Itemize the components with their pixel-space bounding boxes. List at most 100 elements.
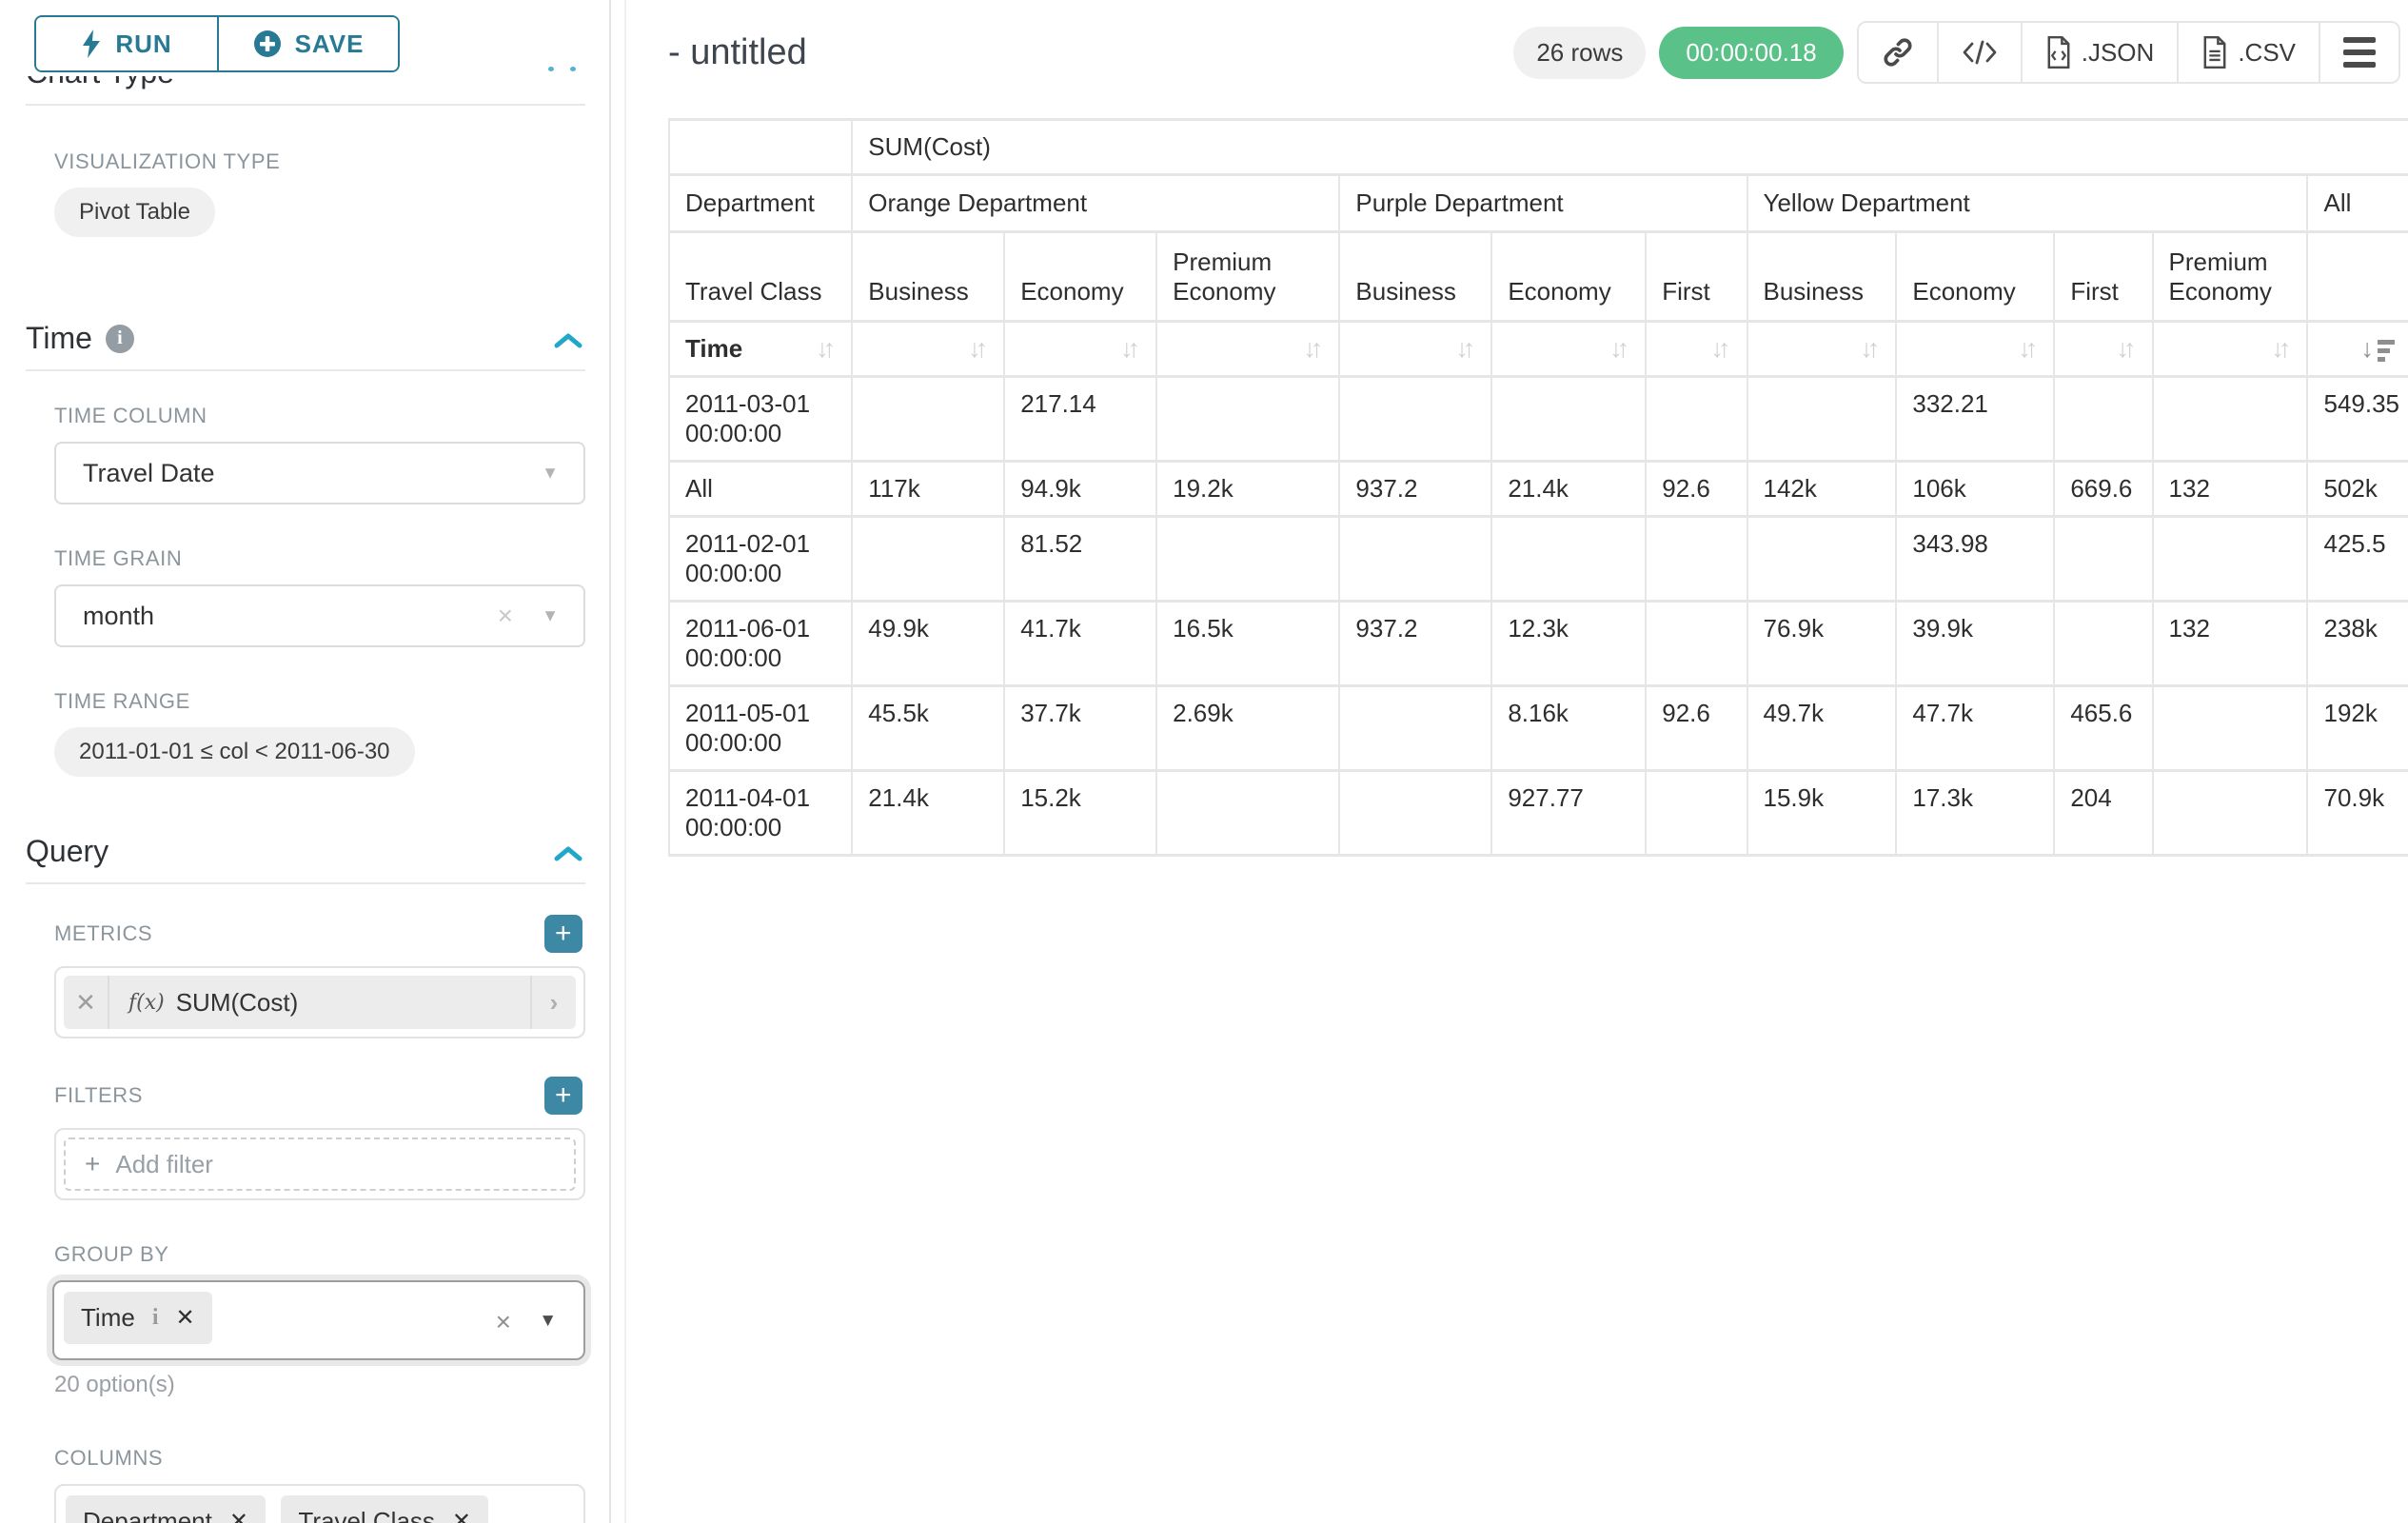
pivot-cell: 332.21 [1895,375,2056,463]
pivot-cell: 132 [2151,460,2309,518]
pivot-cell: 465.6 [2053,684,2154,772]
sort-descending-icon[interactable]: ↓ [2361,336,2395,362]
export-json-button[interactable]: .JSON [2020,23,2178,82]
copy-link-button[interactable] [1858,23,1937,82]
sort-icon[interactable]: ↓↑ [816,334,836,363]
pivot-cell: 37.7k [1003,684,1158,772]
sort-icon[interactable]: ↓↑ [1303,334,1323,363]
sort-icon[interactable]: ↓↑ [1710,334,1731,363]
time-section-header[interactable]: Time i [26,321,609,356]
save-button[interactable]: SAVE [217,17,398,70]
group-by-tag-text: Time [81,1303,135,1332]
column-group-header: Yellow Department [1746,173,2309,233]
column-header: Business [1338,230,1493,323]
visualization-type-pill[interactable]: Pivot Table [54,188,215,237]
plus-icon: + [85,1149,101,1178]
panel-drag-handle[interactable] [548,67,576,71]
metrics-label: METRICS + [54,915,609,953]
sort-icon[interactable]: ↓↑ [1455,334,1475,363]
chevron-right-icon[interactable]: › [530,976,576,1029]
time-column-select[interactable]: Travel Date ▼ [54,442,585,504]
group-by-select[interactable]: Time i ✕ × ▼ [52,1280,585,1360]
time-range-pill[interactable]: 2011-01-01 ≤ col < 2011-06-30 [54,727,415,777]
export-csv-button[interactable]: .CSV [2177,23,2319,82]
add-filter-button[interactable]: + [544,1077,582,1115]
columns-select[interactable]: Department ✕ Travel Class ✕ × ▼ [54,1484,585,1523]
column-header: Economy [1895,230,2056,323]
row-header: All [667,460,854,518]
remove-metric-icon[interactable]: ✕ [64,976,109,1029]
pivot-cell: 117k [851,460,1006,518]
pivot-cell [851,375,1006,463]
columns-tag-travel-class[interactable]: Travel Class ✕ [281,1495,489,1523]
sort-icon[interactable]: ↓↑ [1860,334,1880,363]
pivot-cell: 49.7k [1746,684,1898,772]
save-button-label: SAVE [294,29,365,58]
chevron-up-icon[interactable] [554,834,582,869]
column-group-header: Purple Department [1338,173,1748,233]
add-metric-button[interactable]: + [544,915,582,953]
pivot-cell: 70.9k [2306,769,2408,857]
row-header: 2011-03-01 00:00:00 [667,375,854,463]
sort-icon[interactable]: ↓↑ [2116,334,2137,363]
chart-area: - untitled 26 rows 00:00:00.18 [624,0,2408,1523]
time-grain-select[interactable]: month × ▼ [54,584,585,647]
time-grain-value: month [83,601,155,630]
column-header: Premium Economy [2151,230,2309,323]
pivot-cell [1338,769,1493,857]
plus-circle-icon [253,30,281,57]
remove-tag-icon[interactable]: ✕ [228,1509,248,1523]
department-axis-label: Department [667,173,854,233]
sort-icon[interactable]: ↓↑ [2018,334,2038,363]
time-column-value: Travel Date [83,458,215,487]
column-header: Business [851,230,1006,323]
pivot-cell [1645,600,1748,687]
pivot-cell: 41.7k [1003,600,1158,687]
travel-class-axis-label: Travel Class [667,230,854,323]
file-text-icon [2203,36,2226,69]
pivot-cell: 669.6 [2053,460,2154,518]
clear-icon[interactable]: × [495,1307,511,1336]
run-button-label: RUN [115,29,172,58]
columns-tag-department[interactable]: Department ✕ [66,1495,266,1523]
sort-icon[interactable]: ↓↑ [968,334,988,363]
lightning-icon [83,30,101,58]
chevron-up-icon[interactable] [554,321,582,356]
clear-icon[interactable]: × [497,601,513,630]
sort-icon[interactable]: ↓↑ [1609,334,1629,363]
remove-tag-icon[interactable]: ✕ [451,1509,472,1523]
hamburger-icon [2343,37,2376,68]
pivot-cell [1645,375,1748,463]
row-header: 2011-04-01 00:00:00 [667,769,854,857]
menu-button[interactable] [2319,23,2398,82]
row-count-badge: 26 rows [1513,26,1647,79]
code-icon [1963,40,1997,65]
remove-tag-icon[interactable]: ✕ [175,1305,195,1331]
export-csv-label: .CSV [2238,37,2296,67]
sort-icon[interactable]: ↓↑ [2271,334,2291,363]
pivot-cell [1645,769,1748,857]
pivot-cell [851,515,1006,603]
column-header: First [2053,230,2154,323]
pivot-cell [2053,600,2154,687]
query-section-header[interactable]: Query [26,834,609,869]
pivot-cell: 132 [2151,600,2309,687]
pivot-cell [2151,684,2309,772]
column-header: Economy [1003,230,1158,323]
group-by-tag[interactable]: Time i ✕ [64,1292,212,1344]
metric-item[interactable]: ✕ f(x) SUM(Cost) › [64,976,576,1029]
chart-title[interactable]: - untitled [668,31,807,72]
sort-icon[interactable]: ↓↑ [1120,334,1140,363]
chevron-down-icon[interactable]: ▼ [539,1311,557,1331]
pivot-cell: 937.2 [1338,460,1493,518]
pivot-cell: 15.2k [1003,769,1158,857]
add-filter-dropzone[interactable]: + Add filter [64,1137,576,1191]
column-header: Premium Economy [1155,230,1341,323]
column-header: First [1645,230,1748,323]
run-button[interactable]: RUN [36,17,217,70]
embed-code-button[interactable] [1936,23,2021,82]
chevron-down-icon: ▼ [542,463,559,483]
pivot-cell: 502k [2306,460,2408,518]
divider [26,104,585,106]
pivot-cell: 549.35 [2306,375,2408,463]
